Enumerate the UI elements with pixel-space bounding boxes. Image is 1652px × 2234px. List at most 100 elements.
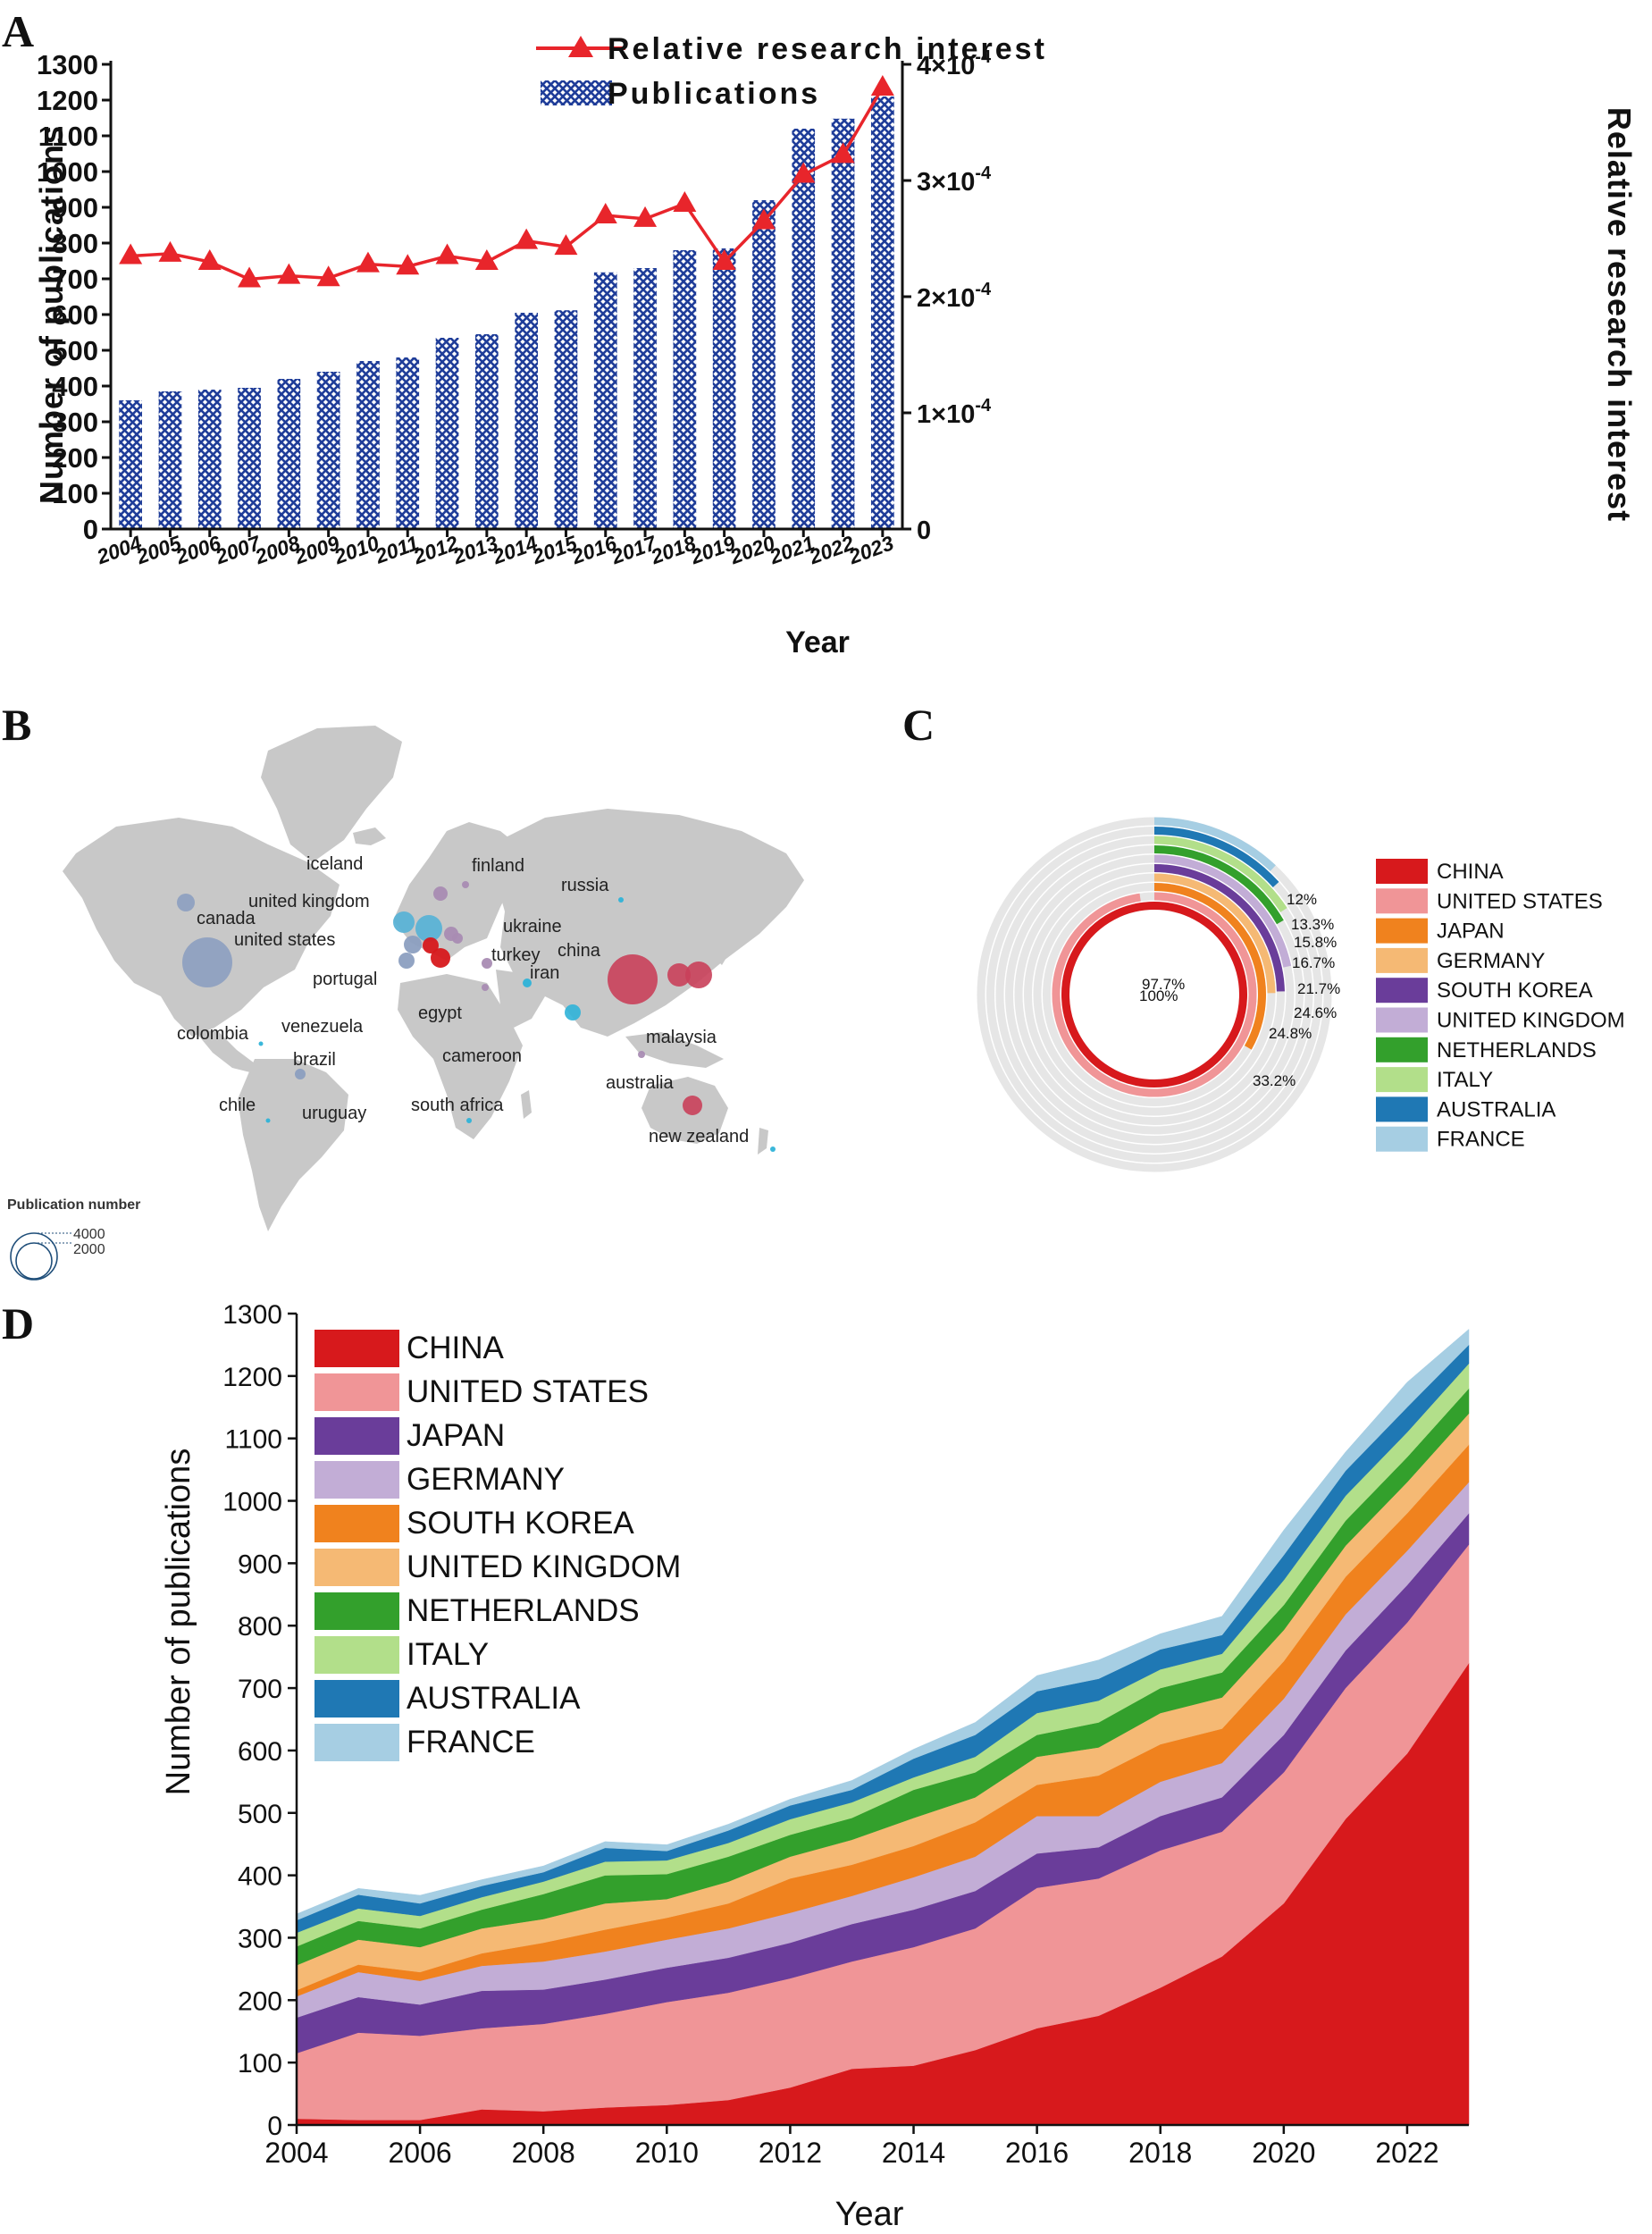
ring-value-label-ITALY: 15.8%	[1294, 934, 1337, 951]
south-america-shape	[238, 1059, 348, 1231]
axes: 0 100 200 300 400 500 600 700 800 900 1000 1100 1200…	[37, 47, 992, 569]
north-america-shape	[63, 818, 340, 1037]
legend-label-ITALY: ITALY	[407, 1637, 489, 1672]
ring-arc-JAPAN	[1153, 883, 1266, 1050]
ring-value-labels: 100%97.7%33.2%24.8%24.6%21.7%16.7%15.8%1…	[1139, 891, 1340, 1089]
bubble-italy	[431, 948, 450, 968]
size-legend-value-large: 4000	[73, 1227, 105, 1242]
legend: CHINA UNITED STATES JAPAN GERMANY SOUTH KORE…	[314, 1330, 681, 1761]
legend-label-UNITED STATES: UNITED STATES	[1437, 889, 1603, 913]
legend-triangle-marker	[568, 36, 593, 57]
bubble-russia	[618, 897, 624, 903]
bubble-china	[608, 954, 658, 1004]
ring-arc-NETHERLANDS	[1153, 845, 1284, 925]
x-tick-label-2014: 2014	[882, 2137, 945, 2169]
y-tick-label-100: 100	[238, 2049, 282, 2079]
legend-label-UNITED KINGDOM: UNITED KINGDOM	[407, 1550, 681, 1584]
y-tick-label-100: 100	[52, 478, 98, 509]
y2-tick-label-4: 4×10-4	[917, 47, 992, 80]
y-tick-label-1200: 1200	[37, 85, 98, 116]
bar-2005	[158, 391, 182, 529]
point-2005	[158, 240, 182, 262]
legend-label-NETHERLANDS: NETHERLANDS	[1437, 1038, 1597, 1062]
legend-swatch-NETHERLANDS	[314, 1592, 399, 1630]
point-2006	[197, 249, 222, 270]
size-legend-circle-small	[15, 1242, 53, 1280]
bubble-india	[565, 1004, 581, 1020]
legend-swatch-UNITED KINGDOM	[1376, 1007, 1428, 1033]
y-tick-label-1100: 1100	[38, 121, 98, 152]
bubble-sweden	[433, 886, 448, 901]
y-tick-label-900: 900	[52, 192, 98, 223]
southeast-asia-islands-shape	[625, 1032, 724, 1068]
bubble-malaysia	[638, 1051, 645, 1058]
bar-2009	[316, 372, 340, 529]
bar-2021	[792, 129, 816, 529]
point-2011	[396, 254, 420, 275]
legend-swatch-UNITED STATES	[314, 1373, 399, 1411]
bar-2015	[554, 310, 578, 529]
bubble-south-africa	[466, 1118, 472, 1123]
bar-2016	[593, 272, 617, 529]
y-tick-label-400: 400	[238, 1862, 282, 1892]
bubble-chile	[265, 1118, 271, 1123]
place-label-turkey: turkey	[491, 945, 540, 965]
legend-label-JAPAN: JAPAN	[1437, 920, 1505, 944]
bubble-united-states	[182, 937, 232, 987]
bubble-united-kingdom	[393, 911, 415, 933]
y-tick-label-600: 600	[238, 1737, 282, 1767]
bubble-brazil	[295, 1069, 306, 1079]
y-tick-label-800: 800	[52, 228, 98, 259]
place-label-malaysia: malaysia	[646, 1028, 717, 1047]
axes: 0 100 200 300 400 500 600 700 800 900 1000 1100 1200…	[222, 1300, 1469, 2169]
x-tick-label-2008: 2008	[512, 2137, 575, 2169]
bar-2007	[238, 388, 261, 529]
x-tick-label-2016: 2016	[1005, 2137, 1069, 2169]
legend-swatch-FRANCE	[1376, 1126, 1428, 1152]
japan-shape	[713, 929, 733, 965]
legend-swatch-SOUTH KOREA	[314, 1505, 399, 1542]
bubble-new-zealand	[770, 1146, 776, 1152]
x-tick-label-2020: 2020	[1252, 2137, 1315, 2169]
legend-label-AUSTRALIA: AUSTRALIA	[407, 1681, 581, 1716]
ring-value-label-UNITED KINGDOM: 21.7%	[1297, 980, 1340, 997]
place-label-iceland: iceland	[306, 854, 363, 874]
bubble-france	[404, 936, 422, 953]
y-tick-label-1100: 1100	[224, 1425, 282, 1455]
place-label-colombia: colombia	[177, 1024, 249, 1044]
legend-label-NETHERLANDS: NETHERLANDS	[407, 1593, 640, 1628]
y-tick-label-0: 0	[267, 2112, 282, 2141]
legend: Relative research interest Publications	[536, 32, 1044, 111]
panel-c-radial-chart: 100%97.7%33.2%24.8%24.6%21.7%16.7%15.8%1…	[977, 817, 1625, 1172]
point-2012	[435, 243, 459, 265]
bar-2019	[712, 248, 736, 529]
ring-value-label-CHINA: 100%	[1139, 987, 1178, 1004]
panel-d-stacked-area-chart: 0 100 200 300 400 500 600 700 800 900 1000 1100 1200…	[160, 1300, 1470, 2233]
place-label-chile: chile	[219, 1096, 256, 1115]
bar-2022	[831, 118, 855, 530]
panel-label-c: C	[902, 700, 935, 750]
y-tick-label-400: 400	[52, 371, 98, 402]
legend-label-FRANCE: FRANCE	[1437, 1128, 1525, 1152]
central-america-shape	[192, 1028, 255, 1072]
place-label-south-africa: south africa	[411, 1096, 504, 1115]
point-2009	[316, 265, 340, 287]
africa-shape	[398, 974, 523, 1139]
legend-label-UNITED STATES: UNITED STATES	[407, 1374, 649, 1409]
legend-label-CHINA: CHINA	[407, 1331, 505, 1365]
panel-a-chart: 0 100 200 300 400 500 600 700 800 900 1000 1100 1200…	[33, 32, 1638, 659]
ring-value-label-UNITED STATES: 97.7%	[1142, 976, 1185, 993]
x-tick-label-2010: 2010	[635, 2137, 699, 2169]
y2-tick-exponent: -4	[975, 280, 992, 299]
y2-tick-exponent: -4	[975, 396, 992, 416]
y-tick-label-700: 700	[52, 264, 98, 295]
point-2015	[554, 234, 578, 256]
ring-arc-FRANCE	[1153, 817, 1276, 871]
y-tick-label-1000: 1000	[222, 1488, 282, 1517]
area-series	[296, 1328, 1470, 2126]
y2-tick-label-2: 2×10-4	[917, 280, 992, 313]
bubble-egypt	[482, 984, 489, 991]
y-tick-label-800: 800	[238, 1612, 282, 1642]
ring-arc-ITALY	[1153, 836, 1287, 912]
legend-swatch-GERMANY	[1376, 947, 1428, 973]
